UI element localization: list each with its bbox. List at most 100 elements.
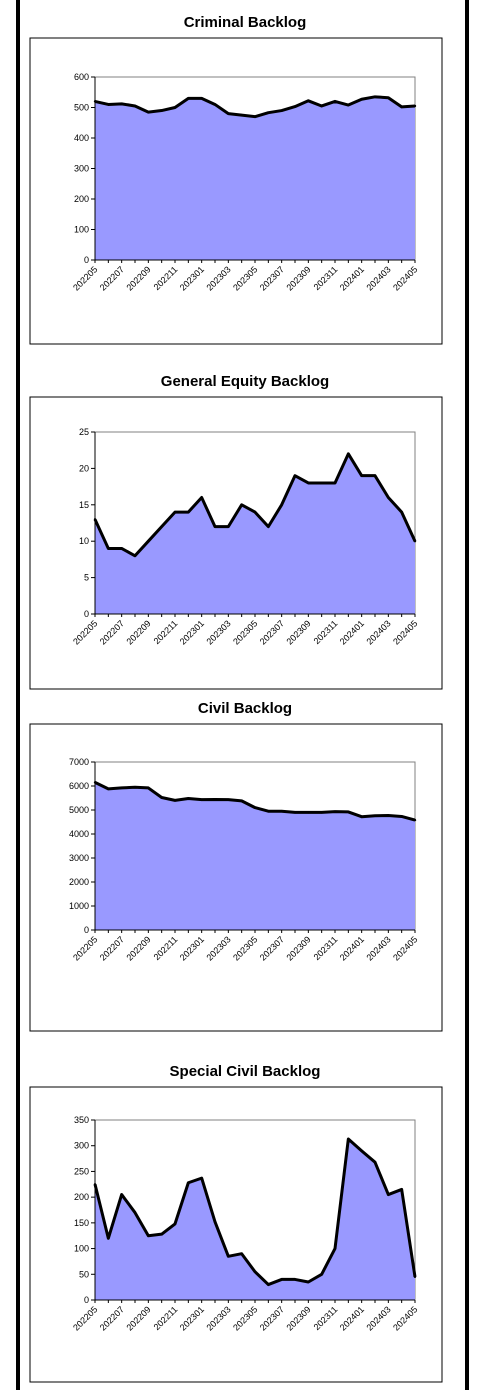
data-point	[413, 104, 417, 108]
data-point	[120, 1193, 123, 1196]
y-tick-label: 4000	[69, 829, 89, 839]
data-point	[213, 525, 217, 528]
data-point	[320, 811, 323, 814]
chart-title: General Equity Backlog	[161, 373, 329, 390]
y-tick-label: 0	[84, 609, 89, 619]
y-tick-label: 0	[84, 925, 89, 935]
data-point	[387, 96, 390, 99]
data-point	[293, 105, 297, 108]
data-point	[253, 115, 257, 118]
data-point	[227, 1255, 230, 1258]
data-point	[240, 113, 243, 117]
data-point	[333, 100, 337, 103]
data-point	[307, 1280, 310, 1284]
data-point	[240, 503, 243, 506]
y-tick-label: 20	[79, 463, 89, 473]
data-point	[400, 105, 403, 109]
data-point	[160, 525, 163, 528]
data-point	[360, 1149, 363, 1153]
data-point	[227, 112, 230, 115]
data-point	[147, 1234, 150, 1237]
data-point	[387, 814, 390, 817]
data-point	[400, 1188, 403, 1191]
data-point	[413, 818, 417, 822]
data-point	[133, 786, 137, 789]
data-point	[293, 474, 297, 477]
data-point	[147, 540, 150, 543]
data-point	[373, 95, 377, 99]
data-point	[293, 1278, 297, 1281]
data-point	[200, 97, 203, 100]
data-point	[347, 810, 350, 814]
data-point	[320, 1273, 323, 1276]
data-point	[413, 540, 417, 543]
y-tick-label: 350	[74, 1115, 89, 1125]
data-point	[307, 811, 310, 814]
data-point	[173, 1222, 177, 1226]
data-point	[373, 1160, 377, 1164]
data-point	[173, 106, 177, 109]
y-tick-label: 600	[74, 72, 89, 82]
data-point	[160, 1232, 163, 1236]
data-point	[280, 1278, 283, 1281]
plot-frame	[95, 1119, 416, 1300]
chart-title: Special Civil Backlog	[170, 1063, 321, 1080]
data-point	[253, 510, 257, 514]
data-point	[227, 798, 230, 801]
data-point	[120, 786, 123, 790]
data-point	[373, 814, 377, 817]
data-point	[253, 1270, 257, 1273]
y-tick-label: 50	[79, 1269, 89, 1279]
data-point	[280, 503, 283, 506]
data-point	[240, 799, 243, 803]
y-tick-label: 0	[84, 1295, 89, 1305]
data-point	[107, 103, 110, 106]
data-point	[387, 496, 390, 499]
data-point	[400, 815, 403, 818]
data-point	[320, 481, 323, 485]
chart-2: General Equity Backlog051015202520220520…	[29, 373, 443, 690]
data-point	[173, 510, 177, 514]
y-tick-label: 250	[74, 1166, 89, 1176]
y-tick-label: 0	[84, 255, 89, 265]
data-point	[280, 810, 283, 813]
chart-1: Criminal Backlog010020030040050060020220…	[29, 14, 443, 345]
data-point	[347, 452, 350, 456]
y-tick-label: 1000	[69, 901, 89, 911]
data-point	[387, 1193, 390, 1196]
data-point	[400, 510, 403, 514]
data-point	[147, 110, 150, 114]
data-point	[107, 787, 110, 791]
series-area	[95, 96, 415, 260]
data-point	[187, 1181, 190, 1184]
y-tick-label: 7000	[69, 757, 89, 767]
data-point	[333, 481, 337, 485]
y-tick-label: 500	[74, 103, 89, 113]
y-tick-label: 100	[74, 225, 89, 235]
data-point	[267, 810, 270, 813]
data-point	[347, 103, 350, 107]
data-point	[120, 547, 123, 550]
data-point	[267, 111, 270, 114]
data-point	[280, 109, 283, 112]
data-point	[360, 815, 363, 818]
data-point	[120, 102, 123, 106]
y-tick-label: 200	[74, 1192, 89, 1202]
series-area	[95, 1139, 415, 1300]
data-point	[307, 99, 310, 102]
y-tick-label: 2000	[69, 877, 89, 887]
y-tick-label: 6000	[69, 781, 89, 791]
y-tick-label: 300	[74, 1141, 89, 1151]
data-point	[267, 525, 270, 528]
chart-4: Special Civil Backlog 0 50 100 150 200 250 300 3…	[29, 1063, 443, 1383]
data-point	[173, 799, 177, 802]
data-point	[267, 1283, 270, 1286]
data-point	[147, 786, 150, 790]
y-tick-label: 100	[74, 1244, 89, 1254]
y-tick-label: 25	[79, 427, 89, 437]
chart-title: Civil Backlog	[198, 700, 292, 717]
data-point	[187, 510, 190, 514]
data-point	[253, 806, 257, 809]
data-point	[360, 98, 363, 101]
